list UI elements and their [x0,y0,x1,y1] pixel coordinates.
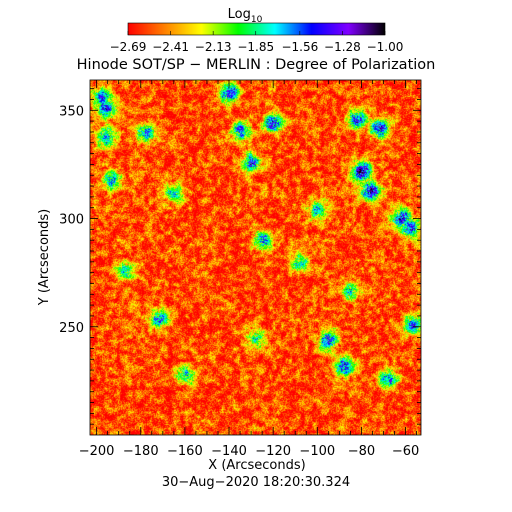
x-tick-label: −60 [392,444,419,459]
timestamp: 30−Aug−2020 18:20:30.324 [162,475,350,490]
x-tick-label: −100 [299,444,335,459]
polarization-map [90,80,421,435]
colorbar-tick-label: −2.13 [195,40,232,54]
colorbar-ticks: −2.69 −2.41 −2.13 −1.85 −1.56 −1.28 −1.00 [110,31,404,54]
y-axis-label: Y (Arcseconds) [37,209,52,306]
x-tick-label: −200 [79,444,115,459]
colorbar [127,22,386,36]
colorbar-tick-label: −1.56 [281,40,318,54]
colorbar-tick-label: −1.85 [237,40,274,54]
x-tick-label: −120 [255,444,291,459]
chart-title: Hinode SOT/SP − MERLIN : Degree of Polar… [77,57,436,73]
colorbar-tick-label: −1.28 [324,40,361,54]
x-tick-label: −160 [167,444,203,459]
colorbar-tick-label: −1.00 [367,40,404,54]
x-axis-label: X (Arcseconds) [208,458,305,473]
colorbar-label: Log10 [228,7,263,25]
colorbar-tick-label: −2.69 [110,40,147,54]
y-tick-label: 250 [59,321,84,336]
y-tick-label: 300 [59,213,84,228]
x-tick-label: −80 [348,444,375,459]
axis-ticks: −200 −180 −160 −140 −120 −100 −80 −60 250 300 350 [59,80,421,459]
y-tick-label: 350 [59,104,84,119]
x-tick-label: −140 [211,444,247,459]
plot-frame [89,79,422,436]
colorbar-tick-label: −2.41 [152,40,189,54]
x-tick-label: −180 [123,444,159,459]
